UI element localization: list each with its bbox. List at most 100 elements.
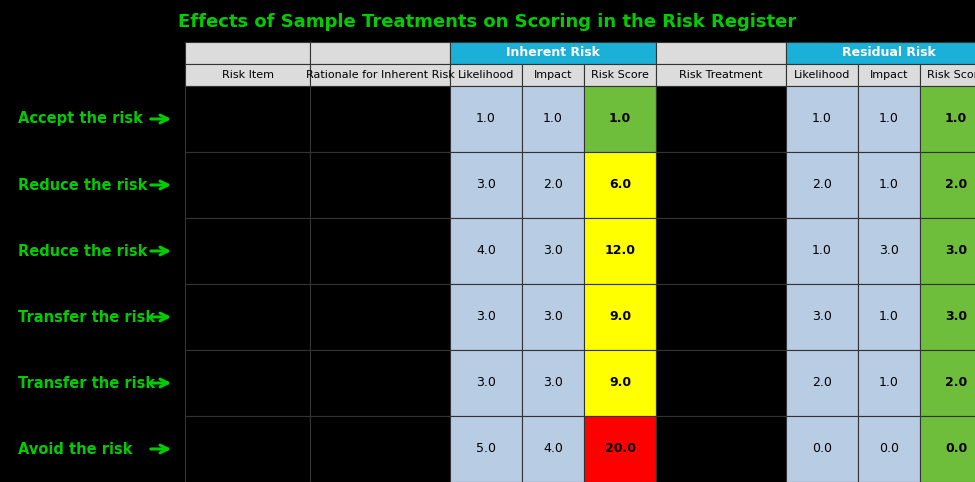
Bar bbox=[786, 416, 858, 482]
Bar bbox=[584, 218, 656, 284]
Text: 2.0: 2.0 bbox=[543, 178, 563, 191]
Text: 2.0: 2.0 bbox=[945, 178, 967, 191]
Bar bbox=[310, 86, 450, 152]
Text: Reduce the risk: Reduce the risk bbox=[18, 243, 147, 258]
Bar bbox=[656, 218, 786, 284]
Text: 6.0: 6.0 bbox=[609, 178, 631, 191]
Text: 1.0: 1.0 bbox=[812, 112, 832, 125]
Bar bbox=[185, 152, 310, 218]
Text: 9.0: 9.0 bbox=[609, 376, 631, 389]
Text: Transfer the risk: Transfer the risk bbox=[18, 309, 155, 324]
Bar bbox=[584, 350, 656, 416]
Bar bbox=[858, 350, 920, 416]
Bar bbox=[450, 416, 522, 482]
Bar bbox=[310, 416, 450, 482]
Bar bbox=[310, 64, 450, 86]
Text: 0.0: 0.0 bbox=[812, 442, 832, 455]
Bar bbox=[920, 86, 975, 152]
Bar bbox=[450, 152, 522, 218]
Text: Risk Score: Risk Score bbox=[591, 70, 649, 80]
Bar bbox=[185, 64, 310, 86]
Text: Transfer the risk: Transfer the risk bbox=[18, 375, 155, 390]
Bar bbox=[656, 42, 786, 64]
Text: Accept the risk: Accept the risk bbox=[18, 111, 143, 126]
Text: 0.0: 0.0 bbox=[879, 442, 899, 455]
Text: 9.0: 9.0 bbox=[609, 310, 631, 323]
Bar bbox=[522, 218, 584, 284]
Text: 1.0: 1.0 bbox=[543, 112, 563, 125]
Text: Impact: Impact bbox=[533, 70, 572, 80]
Bar bbox=[584, 284, 656, 350]
Text: Effects of Sample Treatments on Scoring in the Risk Register: Effects of Sample Treatments on Scoring … bbox=[177, 13, 797, 31]
Text: 1.0: 1.0 bbox=[879, 178, 899, 191]
Bar bbox=[584, 152, 656, 218]
Bar bbox=[310, 42, 450, 64]
Text: 1.0: 1.0 bbox=[608, 112, 631, 125]
Bar bbox=[786, 86, 858, 152]
Bar bbox=[786, 284, 858, 350]
Bar bbox=[450, 64, 522, 86]
Text: Inherent Risk: Inherent Risk bbox=[506, 46, 600, 59]
Bar bbox=[656, 152, 786, 218]
Bar bbox=[786, 64, 858, 86]
Text: 1.0: 1.0 bbox=[476, 112, 496, 125]
Text: 3.0: 3.0 bbox=[476, 310, 496, 323]
Bar bbox=[656, 350, 786, 416]
Bar bbox=[920, 152, 975, 218]
Bar bbox=[656, 86, 786, 152]
Bar bbox=[786, 350, 858, 416]
Text: 1.0: 1.0 bbox=[879, 310, 899, 323]
Bar bbox=[584, 64, 656, 86]
Text: 3.0: 3.0 bbox=[945, 310, 967, 323]
Text: Residual Risk: Residual Risk bbox=[842, 46, 936, 59]
Bar bbox=[920, 284, 975, 350]
Bar bbox=[920, 416, 975, 482]
Text: 1.0: 1.0 bbox=[945, 112, 967, 125]
Text: 12.0: 12.0 bbox=[604, 244, 636, 257]
Bar bbox=[522, 86, 584, 152]
Bar bbox=[310, 218, 450, 284]
Text: Impact: Impact bbox=[870, 70, 909, 80]
Bar bbox=[858, 416, 920, 482]
Text: 2.0: 2.0 bbox=[812, 178, 832, 191]
Bar bbox=[920, 350, 975, 416]
Text: 3.0: 3.0 bbox=[879, 244, 899, 257]
Text: 3.0: 3.0 bbox=[543, 310, 563, 323]
Text: 0.0: 0.0 bbox=[945, 442, 967, 455]
Bar bbox=[450, 86, 522, 152]
Bar bbox=[920, 64, 975, 86]
Text: Risk Treatment: Risk Treatment bbox=[680, 70, 762, 80]
Text: 3.0: 3.0 bbox=[945, 244, 967, 257]
Bar bbox=[185, 42, 310, 64]
Bar bbox=[522, 416, 584, 482]
Text: Risk Item: Risk Item bbox=[221, 70, 274, 80]
Bar bbox=[858, 218, 920, 284]
Bar bbox=[450, 218, 522, 284]
Text: 5.0: 5.0 bbox=[476, 442, 496, 455]
Bar bbox=[185, 350, 310, 416]
Text: 3.0: 3.0 bbox=[812, 310, 832, 323]
Bar bbox=[185, 218, 310, 284]
Text: Likelihood: Likelihood bbox=[794, 70, 850, 80]
Bar bbox=[656, 64, 786, 86]
Text: Reduce the risk: Reduce the risk bbox=[18, 177, 147, 192]
Bar bbox=[310, 284, 450, 350]
Bar bbox=[656, 284, 786, 350]
Bar bbox=[522, 152, 584, 218]
Bar bbox=[858, 152, 920, 218]
Bar bbox=[185, 86, 310, 152]
Text: 1.0: 1.0 bbox=[879, 376, 899, 389]
Text: 2.0: 2.0 bbox=[812, 376, 832, 389]
Bar bbox=[786, 42, 975, 64]
Bar bbox=[450, 42, 656, 64]
Bar bbox=[310, 350, 450, 416]
Text: 3.0: 3.0 bbox=[543, 376, 563, 389]
Bar bbox=[450, 350, 522, 416]
Bar bbox=[786, 152, 858, 218]
Text: 4.0: 4.0 bbox=[476, 244, 496, 257]
Bar bbox=[858, 284, 920, 350]
Bar bbox=[522, 284, 584, 350]
Bar bbox=[858, 64, 920, 86]
Text: 1.0: 1.0 bbox=[879, 112, 899, 125]
Text: 2.0: 2.0 bbox=[945, 376, 967, 389]
